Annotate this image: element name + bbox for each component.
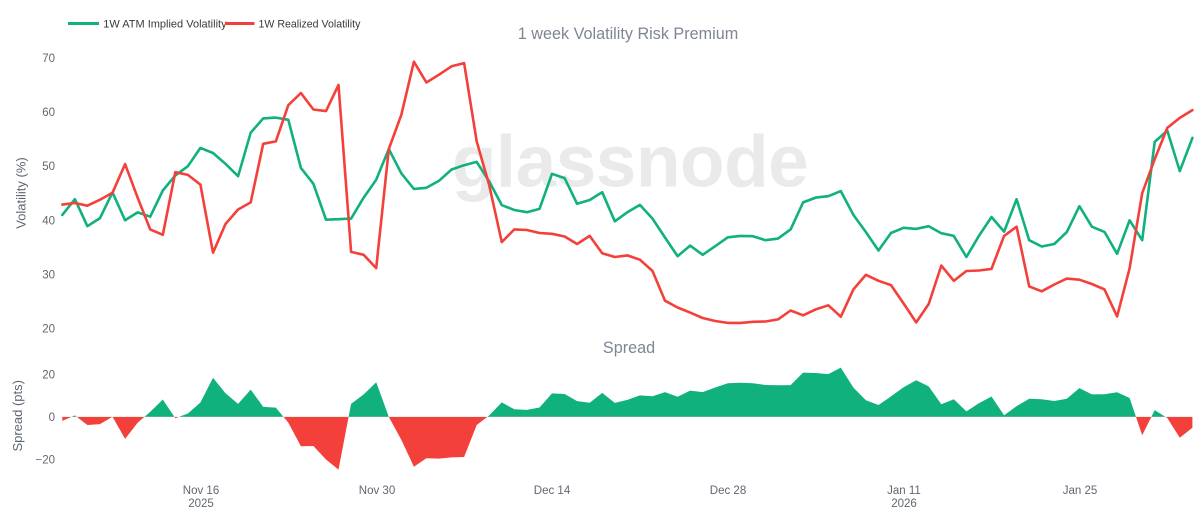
svg-text:Dec 14: Dec 14: [534, 485, 571, 497]
svg-text:60: 60: [42, 107, 55, 119]
svg-text:1W Realized Volatility: 1W Realized Volatility: [259, 19, 362, 31]
svg-text:30: 30: [42, 269, 55, 281]
svg-text:1W ATM Implied Volatility: 1W ATM Implied Volatility: [103, 19, 227, 31]
svg-text:Spread (pts): Spread (pts): [10, 380, 25, 452]
svg-text:Dec 28: Dec 28: [710, 485, 746, 497]
svg-text:70: 70: [42, 53, 55, 65]
svg-text:−20: −20: [35, 454, 55, 466]
svg-text:glassnode: glassnode: [452, 122, 809, 203]
svg-text:1 week Volatility Risk Premium: 1 week Volatility Risk Premium: [518, 25, 738, 43]
svg-text:40: 40: [42, 215, 55, 227]
svg-text:Jan 25: Jan 25: [1063, 485, 1098, 497]
svg-text:20: 20: [42, 370, 55, 382]
svg-text:Spread: Spread: [603, 339, 655, 357]
svg-text:2025: 2025: [188, 498, 214, 510]
svg-text:Jan 11: Jan 11: [887, 485, 921, 497]
svg-text:0: 0: [49, 412, 55, 424]
svg-text:Nov 30: Nov 30: [359, 485, 395, 497]
svg-text:50: 50: [42, 161, 55, 173]
svg-text:20: 20: [42, 323, 55, 335]
svg-text:Volatility (%): Volatility (%): [14, 157, 29, 229]
svg-text:Nov 16: Nov 16: [183, 485, 219, 497]
svg-text:2026: 2026: [891, 498, 917, 510]
